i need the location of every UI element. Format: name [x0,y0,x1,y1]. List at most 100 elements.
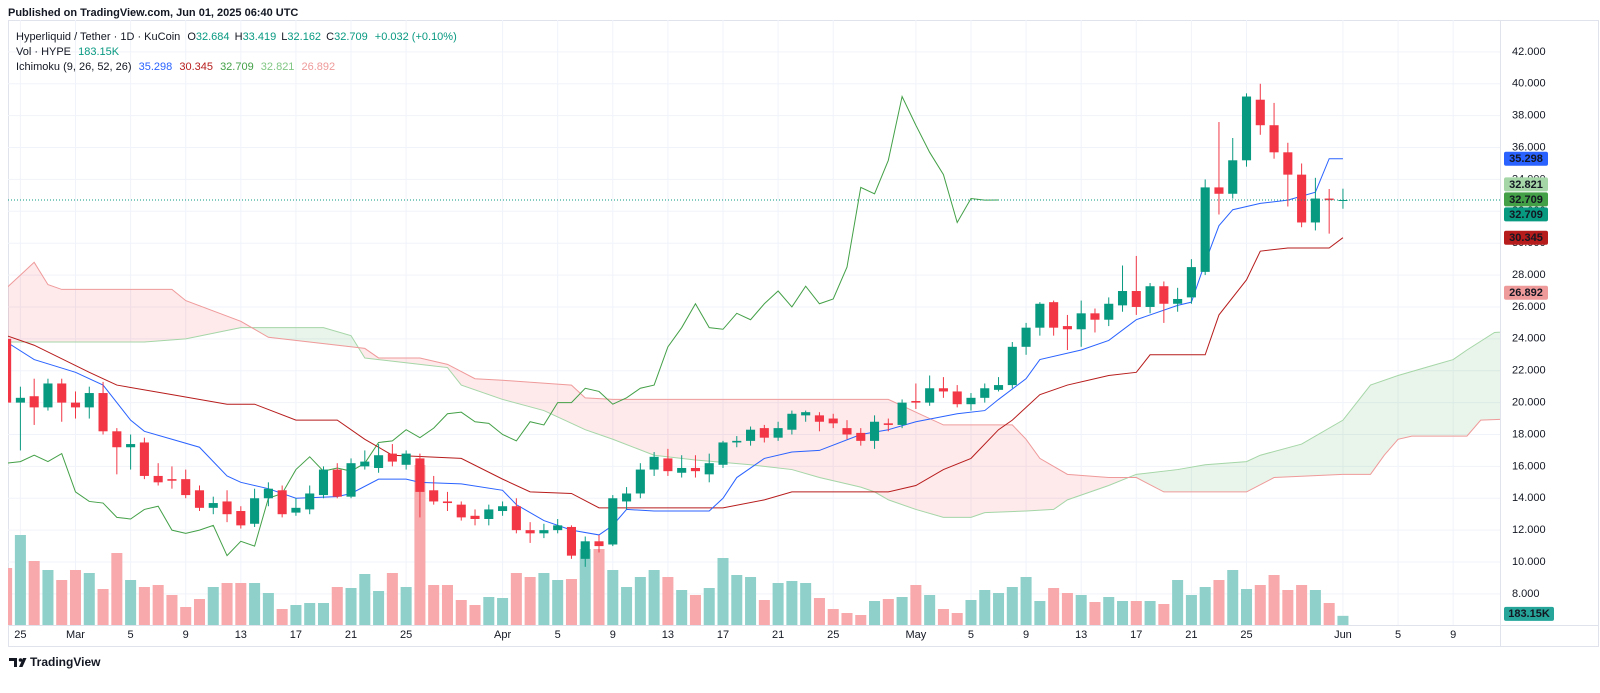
candle-body [1214,187,1224,194]
candle-body [498,506,508,512]
candle-body [1310,198,1320,223]
price-tag [1504,192,1548,207]
x-tick-label: 25 [1240,629,1252,641]
legend-value: 32.709 [220,61,254,73]
volume-bar [1089,602,1101,625]
volume-bar [125,580,137,625]
volume-bar [497,598,509,625]
volume-value: 183.15K [78,46,120,58]
volume-bar [524,577,536,625]
candle-body [456,504,466,518]
candle-body [70,402,81,408]
legend-symbol: Hyperliquid / Tether · 1D · KuCoin O32.6… [16,31,457,43]
x-tick-label: 13 [662,629,674,641]
candle-body [208,503,218,508]
x-tick-label: May [905,629,926,641]
x-tick-label: Mar [66,629,85,641]
candle-body [746,429,756,441]
candle-body [1076,313,1086,330]
price-tag-label: 35.298 [1509,153,1543,165]
volume-bar [386,573,398,625]
price-tag [1504,151,1548,166]
volume-bar [97,589,109,625]
volume-bar [483,597,495,625]
y-tick-label: 22.000 [1512,365,1546,377]
volume-bar [813,598,825,625]
candle-body [690,467,700,472]
price-tag-label: 26.892 [1509,287,1543,299]
volume-bar [993,593,1005,625]
candle-body [153,475,163,483]
volume-bar [841,613,853,625]
candle-body [250,498,260,524]
candle-body [1145,286,1155,307]
volume-bar [745,577,757,625]
ohlc-value: 32.709 [334,31,368,43]
y-tick-label: 38.000 [1512,110,1546,122]
volume-bar [979,590,991,625]
volume-bar [1061,593,1073,625]
x-tick-label: 21 [1185,629,1197,641]
x-tick-label: 5 [128,629,134,641]
volume-bar [800,583,812,625]
volume-bar [249,583,261,625]
price-tag [1504,230,1548,245]
price-tag-label: 32.709 [1509,194,1543,206]
candle-body [318,469,329,496]
y-tick-label: 16.000 [1512,460,1546,472]
candle-body [1338,200,1348,202]
volume-bar [455,600,467,625]
volume-bar [111,553,123,625]
volume-bar [538,573,550,625]
volume-bar [717,558,729,625]
y-tick-label: 28.000 [1512,269,1546,281]
candle-body [1269,125,1279,153]
candle-body [1228,160,1238,194]
volume-bar [869,601,881,625]
candle-body [167,479,177,481]
volume-bar [1006,587,1018,625]
volume-bar [634,577,646,625]
candle-body [1021,327,1031,347]
volume-bar [42,570,54,625]
candle-body [608,498,618,545]
volume-bar [662,577,674,625]
y-tick-label: 10.000 [1512,556,1546,568]
volume-bar [689,595,701,625]
candle-body [1200,187,1210,272]
candle-body [732,440,742,443]
volume-bar [1227,570,1239,625]
candle-body [1007,346,1017,386]
volume-bar [1020,577,1032,625]
volume-bar [648,570,660,625]
volume-bar [207,587,219,625]
volume-bar [1144,601,1156,625]
candle-body [1283,152,1293,175]
volume-bar [1309,590,1321,625]
candle-body [1131,291,1141,307]
candle-body [553,525,563,531]
volume-bar [180,607,192,625]
volume-bar [56,580,68,625]
candle-body [1035,303,1045,328]
candle-body [635,469,645,494]
legend-value: 30.345 [179,61,213,73]
published-note: Published on TradingView.com, Jun 01, 20… [8,7,298,19]
volume-bar [896,597,908,625]
volume-bar [83,573,95,625]
volume-bar [28,561,40,625]
candle-body [759,428,769,438]
candle-body [856,432,866,441]
candle-body [194,490,205,508]
x-tick-label: 17 [290,629,302,641]
volume-bar [703,588,715,625]
volume-bar [1323,603,1335,625]
candle-body [139,442,149,476]
candle-body [787,413,797,430]
volume-bar [345,588,357,625]
candle-body [663,458,673,472]
volume-bar [1337,615,1349,625]
x-tick-label: 9 [1023,629,1029,641]
candle-body [442,501,453,504]
x-tick-label: Jun [1334,629,1352,641]
